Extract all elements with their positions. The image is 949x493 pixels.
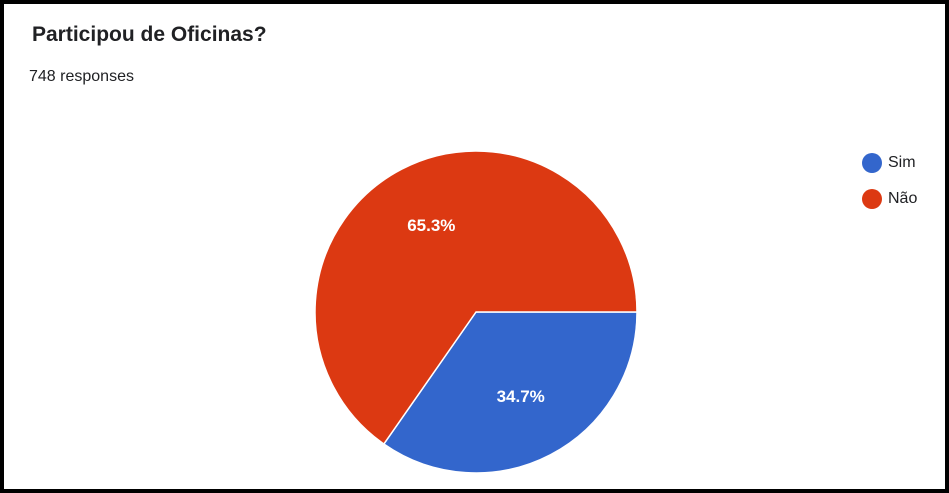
legend-label-sim: Sim [888, 154, 916, 171]
legend-swatch-sim [862, 153, 882, 173]
legend-swatch-nao [862, 189, 882, 209]
pie-slice-sim[interactable] [382, 311, 638, 474]
legend-label-nao: Não [888, 190, 918, 207]
legend-item-sim[interactable]: Sim [862, 152, 917, 174]
pie-slice-nao[interactable] [314, 150, 638, 446]
pie-data-label-nao: 65.3% [407, 216, 455, 235]
pie-data-label-sim: 34.7% [497, 387, 545, 406]
legend-item-nao[interactable]: Não [862, 188, 917, 210]
chart-title: Participou de Oficinas? [32, 23, 267, 46]
chart-legend: Sim Não [862, 152, 917, 224]
response-count: 748 responses [29, 68, 134, 85]
